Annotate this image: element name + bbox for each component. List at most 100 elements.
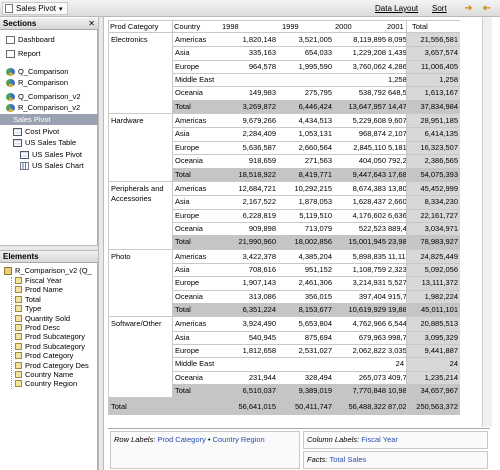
vertical-splitter[interactable] [98,17,104,470]
value-cell: 2,660,564 [298,142,332,152]
group-separator [108,180,460,182]
row-field-separator: • [207,435,211,444]
element-field[interactable]: Prod Subcategory [15,332,85,341]
column-header-year[interactable]: 1998 [222,22,239,31]
subtotal-value: 19,886,272 [388,305,406,314]
close-icon[interactable]: ✕ [88,19,95,28]
forward-arrow-icon[interactable]: ➜ [482,2,491,14]
element-field[interactable]: Fiscal Year [15,276,62,285]
horizontal-splitter[interactable] [0,245,98,251]
section-item[interactable]: US Sales Pivot [0,149,98,160]
section-item[interactable]: US Sales Chart [0,160,98,171]
table-icon [20,150,29,159]
country-label: Europe [175,346,200,356]
section-item[interactable]: Sales Pivot [0,114,98,125]
value-cell: 1,439,170 [388,48,406,58]
element-field[interactable]: Prod Subcategory [15,342,85,351]
subtotal-value: 6,351,224 [242,305,276,314]
field-icon [15,324,22,331]
data-layout-link[interactable]: Data Layout [375,4,419,13]
section-item[interactable]: R_Comparison [0,77,98,88]
section-item[interactable]: Q_Comparison_v2 [0,91,98,102]
subtotal-value: 9,389,019 [298,386,332,396]
column-header-year[interactable]: 1999 [282,22,299,31]
value-cell: 2,531,027 [298,346,332,356]
value-cell: 909,898 [248,223,276,233]
subtotal-value: 13,647,957 [348,101,386,111]
elements-root-node[interactable]: R_Comparison_v2 (Q_ [4,266,92,275]
row-labels-zone[interactable] [110,431,300,469]
column-field-fiscal-year[interactable]: Fiscal Year [361,435,398,444]
element-field[interactable]: Country Name [15,370,73,379]
facts-field-total-sales[interactable]: Total Sales [329,455,367,464]
value-cell: 2,845,110 [353,142,386,152]
column-header-year[interactable]: 2000 [335,22,352,31]
row-labels-prefix: Row Labels: [114,435,156,444]
column-header-total[interactable]: Total [412,22,428,31]
value-cell: 3,760,062 [352,61,386,71]
section-item[interactable]: R_Comparison_v2 [0,102,98,113]
subtotal-value: 3,269,872 [242,101,276,111]
column-header-country[interactable]: Country [174,22,201,31]
value-cell: 3,214,931 [352,278,386,288]
field-icon [15,295,22,303]
value-cell: 3,035,379 [388,346,406,356]
element-field[interactable]: Prod Name [15,285,63,294]
subtotal-value: 14,470,731 [388,101,406,111]
section-item[interactable]: Q_Comparison [0,66,98,77]
row-separator [172,208,460,210]
group-separator [108,397,460,399]
subtotal-label: Total [175,305,191,314]
element-field[interactable]: Prod Desc [15,323,60,332]
section-item[interactable]: Dashboard [0,34,98,45]
value-cell: 313,086 [248,291,276,301]
value-cell: 149,983 [248,88,276,98]
element-field[interactable]: Prod Category Des [15,361,89,370]
row-separator [172,357,460,359]
element-field[interactable]: Total [15,295,41,304]
column-labels-zone[interactable] [303,431,488,449]
section-item[interactable]: Report [0,48,98,59]
sort-link[interactable]: Sort [432,4,447,13]
element-field-label: Total [25,294,41,304]
element-field[interactable]: Quantity Sold [15,314,70,323]
element-field[interactable]: Prod Category [15,351,73,360]
value-cell: 6,636,796 [388,210,406,220]
value-cell: 4,385,204 [298,251,332,261]
value-cell: 1,053,131 [298,129,332,139]
field-icon [15,371,22,378]
section-item[interactable]: US Sales Table [0,137,98,148]
value-cell: 708,616 [248,264,276,274]
element-field[interactable]: Type [15,304,41,313]
country-label: Europe [175,210,200,220]
column-header-year[interactable]: 2001 [387,22,404,31]
section-dropdown[interactable]: Sales Pivot ▾ [2,2,68,15]
value-cell: 404,050 [358,156,386,166]
table-top-line [108,20,460,21]
subtotal-row-band [172,167,460,181]
facts-zone[interactable] [303,451,488,469]
column-header-prod-category[interactable]: Prod Category [110,22,159,31]
value-cell: 22,161,727 [420,210,458,220]
value-cell: 45,452,999 [420,183,458,193]
section-item-label: Dashboard [18,35,55,44]
element-field[interactable]: Country Region [15,379,77,388]
subtotal-value: 54,075,393 [420,169,458,179]
vertical-scrollbar[interactable] [482,17,492,427]
section-item[interactable]: Cost Pivot [0,126,98,137]
subtotal-value: 6,510,037 [242,386,276,396]
value-cell: 409,703 [388,372,406,382]
country-label: Americas [175,251,207,261]
row-separator [172,330,460,332]
value-cell: 1,258 [439,75,458,85]
facts: Facts: Total Sales [307,455,366,464]
value-cell: 998,726 [388,332,406,342]
subtotal-value: 6,446,424 [298,101,332,111]
row-field-country-region[interactable]: Country Region [212,435,265,444]
back-arrow-icon[interactable]: ➜ [464,2,473,14]
pivot-table: Prod Category Country 1998 1999 2000 2001 Tota… [108,20,460,426]
value-cell: 951,152 [304,264,332,274]
row-field-prod-category[interactable]: Prod Category [157,435,206,444]
value-cell: 889,471 [388,223,406,233]
value-cell: 2,323,530 [388,264,406,274]
